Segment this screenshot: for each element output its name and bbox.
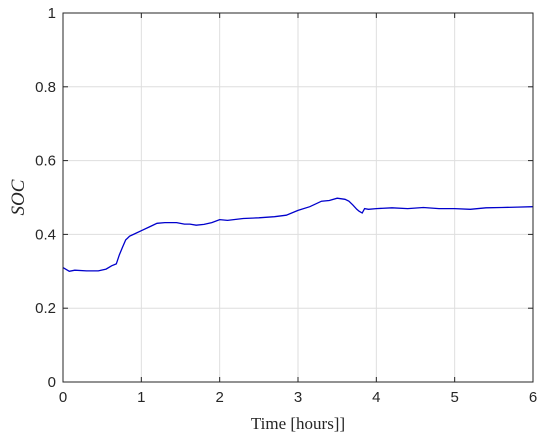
y-tick-label: 1 — [48, 5, 56, 22]
y-tick-label: 0.4 — [35, 226, 56, 243]
x-axis-label: Time [hours]] — [251, 414, 345, 433]
y-axis-label: SOC — [8, 179, 29, 215]
series-layer — [62, 197, 534, 272]
y-tick-label: 0.2 — [35, 300, 56, 317]
x-tick-label: 5 — [450, 389, 458, 406]
x-tick-label: 4 — [372, 389, 380, 406]
x-tick-label: 1 — [137, 389, 145, 406]
soc-series-line — [62, 197, 534, 272]
y-tick-label: 0.6 — [35, 153, 56, 170]
y-tick-label: 0 — [48, 374, 56, 391]
x-tick-label: 2 — [215, 389, 223, 406]
y-tick-label: 0.8 — [35, 79, 56, 96]
ticks: 0 1 2 3 4 5 6 0 0.2 0.4 0.6 0.8 1 — [35, 5, 537, 406]
x-tick-label: 0 — [59, 389, 67, 406]
gridlines — [63, 13, 533, 382]
x-tick-label: 3 — [294, 389, 302, 406]
x-tick-label: 6 — [529, 389, 537, 406]
